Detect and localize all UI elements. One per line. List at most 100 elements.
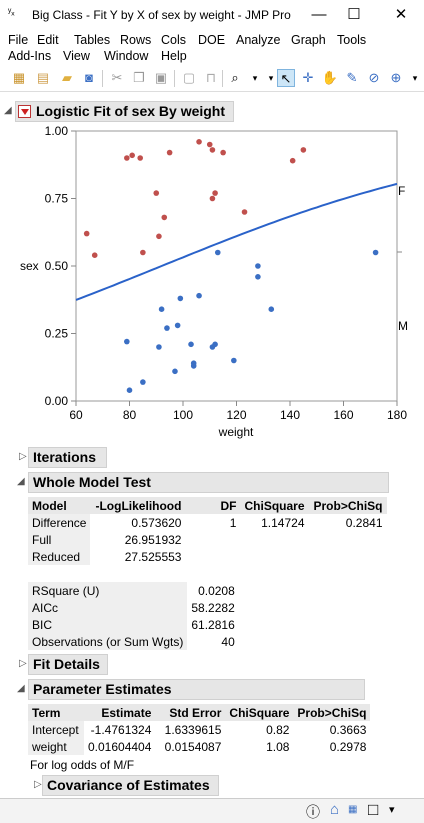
x-tick-label: 140 bbox=[280, 408, 300, 422]
open-folder-icon[interactable]: ▰ bbox=[62, 70, 72, 85]
male-point[interactable] bbox=[255, 263, 261, 269]
male-point[interactable] bbox=[164, 325, 170, 331]
toolbar-overflow-icon-3[interactable]: ▾ bbox=[412, 73, 418, 83]
male-point[interactable] bbox=[172, 368, 178, 375]
male-point[interactable] bbox=[156, 344, 162, 350]
iterations-expand-triangle[interactable]: ▷ bbox=[19, 451, 27, 462]
toolbar-separator bbox=[102, 70, 103, 87]
hand-tool-icon[interactable]: ✋ bbox=[321, 70, 339, 85]
window-box-icon[interactable]: □ bbox=[368, 800, 379, 819]
female-point[interactable] bbox=[156, 233, 162, 240]
menu-file[interactable]: File bbox=[8, 33, 29, 47]
home-icon[interactable]: ⌂ bbox=[330, 801, 340, 818]
magnifier-tool-icon[interactable]: ⊕ bbox=[390, 70, 402, 85]
search-icon[interactable]: ⌕ bbox=[231, 70, 239, 85]
covariance-header[interactable]: Covariance of Estimates bbox=[42, 775, 219, 796]
female-point[interactable] bbox=[289, 157, 296, 164]
male-point[interactable] bbox=[255, 274, 261, 280]
layout-icon[interactable]: ▢ bbox=[182, 70, 196, 85]
menu-tools[interactable]: Tools bbox=[337, 33, 367, 47]
dropdown-arrow-icon[interactable]: ▾ bbox=[389, 804, 395, 816]
y-tick-label: 0.50 bbox=[45, 259, 69, 273]
female-point[interactable] bbox=[140, 249, 146, 256]
iterations-header[interactable]: Iterations bbox=[28, 447, 107, 468]
male-point[interactable] bbox=[212, 341, 218, 348]
arrow-tool-icon[interactable]: ↖ bbox=[277, 69, 295, 87]
menu-graph[interactable]: Graph bbox=[291, 33, 326, 47]
female-point[interactable] bbox=[241, 209, 248, 215]
menu-help[interactable]: Help bbox=[161, 49, 187, 63]
parameter-estimates-header[interactable]: Parameter Estimates bbox=[28, 679, 365, 700]
male-point[interactable] bbox=[231, 357, 237, 364]
red-triangle-menu-icon[interactable] bbox=[18, 105, 31, 118]
crosshair-tool-icon[interactable]: ✛ bbox=[302, 70, 314, 85]
minimize-button[interactable]: — bbox=[311, 6, 327, 23]
cell-term: weight bbox=[28, 738, 84, 755]
female-point[interactable] bbox=[209, 147, 216, 153]
female-point[interactable] bbox=[300, 147, 307, 153]
covariance-expand-triangle[interactable]: ▷ bbox=[34, 779, 42, 790]
male-point[interactable] bbox=[126, 387, 133, 394]
param-collapse-triangle[interactable]: ◢ bbox=[17, 683, 25, 694]
female-point[interactable] bbox=[212, 190, 218, 196]
menu-tables[interactable]: Tables bbox=[74, 33, 111, 47]
brush-tool-icon[interactable]: ✎ bbox=[346, 70, 358, 85]
male-point[interactable] bbox=[268, 306, 275, 312]
female-point[interactable] bbox=[209, 195, 216, 202]
female-point[interactable] bbox=[161, 214, 168, 221]
male-point[interactable] bbox=[140, 379, 146, 385]
male-point[interactable] bbox=[188, 341, 194, 348]
logistic-fit-header[interactable]: Logistic Fit of sex By weight bbox=[15, 101, 234, 122]
menu-cols[interactable]: Cols bbox=[161, 33, 187, 47]
female-point[interactable] bbox=[166, 149, 173, 156]
menu-bar: File Edit Tables Rows Cols DOE Analyze G… bbox=[0, 31, 424, 65]
menu-window[interactable]: Window bbox=[104, 49, 149, 63]
female-point[interactable] bbox=[153, 190, 160, 196]
menu-analyze[interactable]: Analyze bbox=[236, 33, 281, 47]
female-point[interactable] bbox=[220, 149, 226, 156]
close-button[interactable]: ✕ bbox=[394, 6, 408, 23]
maximize-button[interactable]: ☐ bbox=[347, 6, 361, 23]
female-point[interactable] bbox=[196, 139, 202, 145]
male-point[interactable] bbox=[124, 338, 130, 345]
toolbar-overflow-icon[interactable]: ▾ bbox=[252, 73, 258, 83]
collapse-triangle-icon[interactable]: ◢ bbox=[4, 105, 12, 116]
cut-icon[interactable]: ✂ bbox=[111, 70, 123, 85]
window-title: Big Class - Fit Y by X of sex by weight … bbox=[32, 8, 291, 22]
female-point[interactable] bbox=[129, 152, 135, 159]
new-table-icon[interactable]: ▦ bbox=[12, 70, 26, 85]
copy-icon[interactable]: ❐ bbox=[133, 70, 145, 85]
female-point[interactable] bbox=[83, 230, 90, 237]
male-point[interactable] bbox=[214, 249, 221, 256]
cell-df: 1 bbox=[229, 515, 237, 530]
menu-rows[interactable]: Rows bbox=[120, 33, 152, 47]
paste-icon[interactable]: ▣ bbox=[154, 70, 168, 85]
toolbar-overflow-icon-2[interactable]: ▾ bbox=[268, 73, 274, 83]
fit-details-expand-triangle[interactable]: ▷ bbox=[19, 658, 27, 669]
x-tick-label: 160 bbox=[333, 408, 353, 422]
menu-view[interactable]: View bbox=[63, 49, 90, 63]
whole-model-header[interactable]: Whole Model Test bbox=[28, 472, 389, 493]
male-point[interactable] bbox=[158, 306, 165, 312]
whole-model-collapse-triangle[interactable]: ◢ bbox=[17, 476, 25, 487]
info-icon[interactable]: ⓘ bbox=[306, 804, 320, 820]
fit-details-header[interactable]: Fit Details bbox=[28, 654, 108, 675]
lasso-tool-icon[interactable]: ⊘ bbox=[368, 70, 380, 85]
window-list-icon[interactable]: ▦ bbox=[348, 804, 358, 815]
female-point[interactable] bbox=[124, 155, 130, 161]
male-point[interactable] bbox=[174, 322, 181, 329]
menu-edit[interactable]: Edit bbox=[37, 33, 59, 47]
male-point[interactable] bbox=[177, 295, 184, 302]
new-script-icon[interactable]: ▤ bbox=[36, 70, 50, 85]
logistic-plot[interactable]: 0.00 0.25 0.50 0.75 1.00 60 80 100 120 140 160 180… bbox=[0, 124, 424, 444]
lock-icon[interactable]: ⊓ bbox=[205, 70, 217, 85]
menu-doe[interactable]: DOE bbox=[198, 33, 226, 47]
male-point[interactable] bbox=[372, 249, 379, 256]
menu-add-ins[interactable]: Add-Ins bbox=[8, 49, 52, 63]
female-point[interactable] bbox=[91, 252, 98, 258]
female-point[interactable] bbox=[137, 155, 143, 161]
save-icon[interactable]: ◙ bbox=[85, 70, 93, 85]
female-point[interactable] bbox=[206, 141, 213, 148]
male-point[interactable] bbox=[190, 363, 197, 369]
male-point[interactable] bbox=[196, 292, 202, 299]
